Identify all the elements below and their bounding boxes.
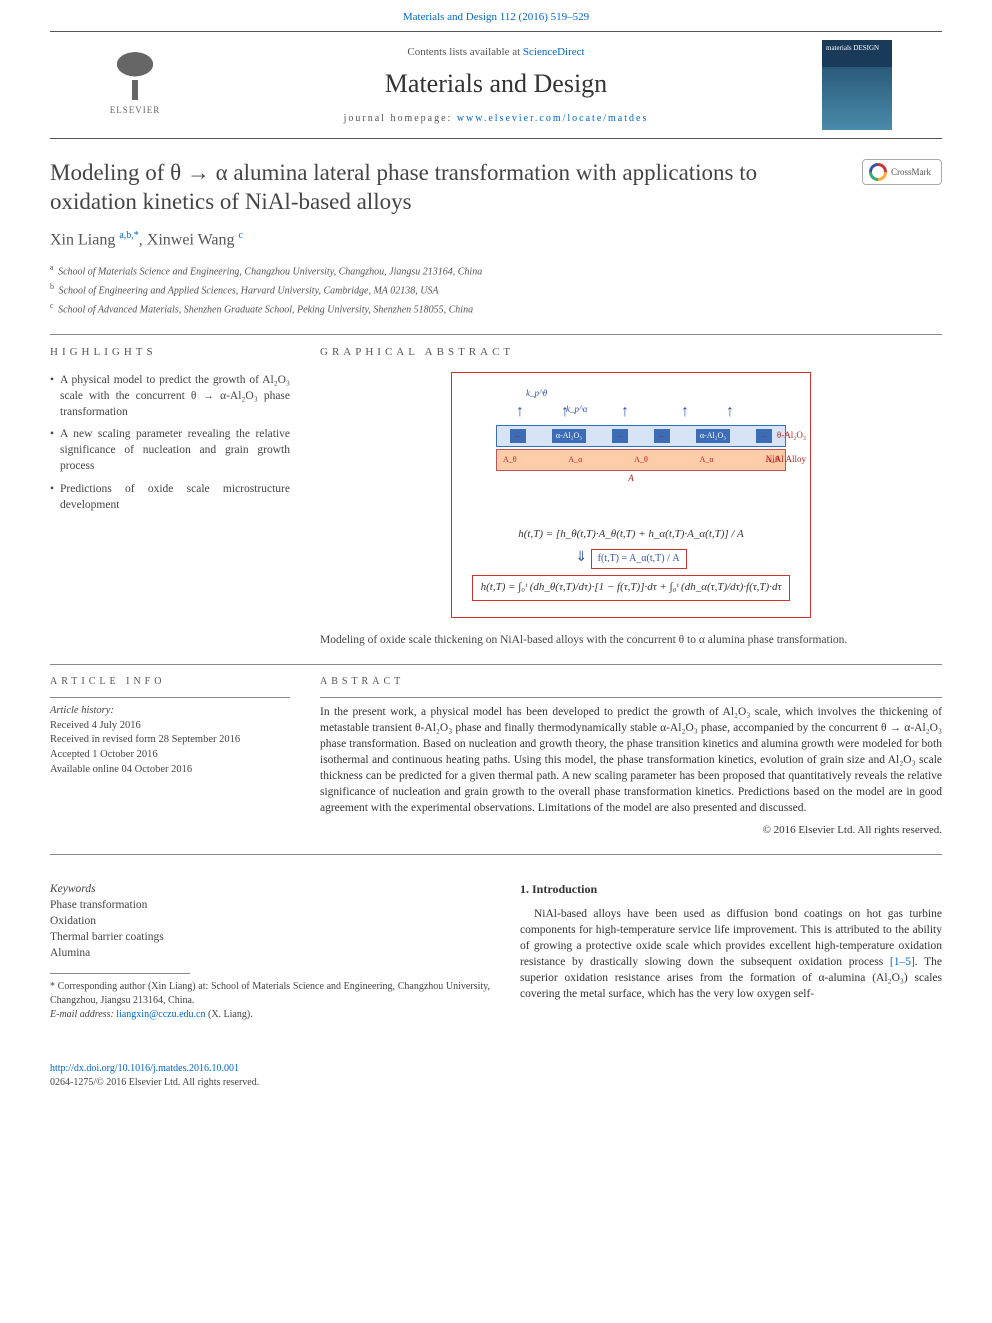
email-footnote: E-mail address: liangxin@cczu.edu.cn (X.… [50,1008,490,1022]
doi-link[interactable]: http://dx.doi.org/10.1016/j.matdes.2016.… [50,1063,239,1074]
divider [50,664,942,665]
email-label: E-mail address: [50,1009,116,1020]
keywords-label: Keywords [50,881,490,897]
article-history: Article history: Received 4 July 2016Rec… [50,704,290,777]
homepage-url[interactable]: www.elsevier.com/locate/matdes [457,113,649,124]
page-footer: http://dx.doi.org/10.1016/j.matdes.2016.… [0,1052,992,1110]
elsevier-text: ELSEVIER [110,104,161,117]
footnote-divider [50,973,190,974]
highlights-heading: HIGHLIGHTS [50,345,290,360]
header-center: Contents lists available at ScienceDirec… [170,45,822,127]
corresponding-footnote: * Corresponding author (Xin Liang) at: S… [50,980,490,1008]
keyword-item: Thermal barrier coatings [50,929,490,945]
arrow-down-icon: ⇓ f(t,T) = A_α(t,T) / A [466,548,796,569]
keyword-item: Phase transformation [50,897,490,913]
k-theta-label: k_p^θ [526,387,547,400]
history-line: Accepted 1 October 2016 [50,748,290,763]
issn-copyright: 0264-1275/© 2016 Elsevier Ltd. All right… [50,1077,259,1088]
highlight-item: A physical model to predict the growth o… [50,372,290,420]
A-alpha-label: A_α [568,454,582,465]
overall-A-label: A [628,472,634,485]
abstract-heading: ABSTRACT [320,675,942,689]
divider [50,334,942,335]
formula-f: f(t,T) = A_α(t,T) / A [591,549,687,569]
affiliation: b School of Engineering and Applied Scie… [50,281,942,298]
contents-line: Contents lists available at ScienceDirec… [170,45,822,60]
nial-side-label: NiAl Alloy [766,453,806,466]
reference-link[interactable]: [1–5] [890,956,915,968]
history-line: Received 4 July 2016 [50,719,290,734]
affiliation: a School of Materials Science and Engine… [50,262,942,279]
introduction-text: NiAl-based alloys have been used as diff… [520,906,942,1003]
sciencedirect-link[interactable]: ScienceDirect [523,46,585,58]
divider [50,697,290,698]
graphical-abstract-box: k_p^θ k_p^α ↑ ↑ ↑ ↑ ↑ ← α-Al₂O₃ → ← α-Al… [451,372,811,618]
arrow-up-icon: ↑ [621,401,629,423]
email-suffix: (X. Liang). [205,1009,252,1020]
formula-h-integral: h(t,T) = ∫₀ᵗ (dh_θ(τ,T)/dτ)·[1 − f(τ,T)]… [466,575,796,600]
journal-title: Materials and Design [170,66,822,102]
homepage-line: journal homepage: www.elsevier.com/locat… [170,112,822,126]
article-title: Modeling of θ → α alumina lateral phase … [50,159,862,217]
divider [50,854,942,855]
crossmark-badge[interactable]: CrossMark [862,159,942,185]
theta-band: ← α-Al₂O₃ → ← α-Al₂O₃ → [496,425,786,447]
arrow-left-icon: ← [654,429,670,442]
highlight-item: Predictions of oxide scale microstructur… [50,481,290,513]
highlight-item: A new scaling parameter revealing the re… [50,426,290,474]
email-link[interactable]: liangxin@cczu.edu.cn [116,1009,205,1020]
authors: Xin Liang a,b,*, Xinwei Wang c [50,229,942,252]
history-line: Available online 04 October 2016 [50,763,290,778]
formula-h-avg: h(t,T) = [h_θ(t,T)·A_θ(t,T) + h_α(t,T)·A… [466,527,796,542]
contents-prefix: Contents lists available at [407,46,522,58]
nial-band: A_θ A_α A_θ A_α A_θ [496,449,786,471]
A-theta-label: A_θ [634,454,648,465]
arrow-up-icon: ↑ [561,401,569,423]
abstract-copyright: © 2016 Elsevier Ltd. All rights reserved… [320,823,942,838]
keyword-item: Oxidation [50,913,490,929]
A-theta-label: A_θ [503,454,517,465]
journal-header: ELSEVIER Contents lists available at Sci… [50,31,942,139]
crossmark-icon [869,163,887,181]
theta-side-label: θ-Al₂O₃ [777,429,806,442]
introduction-heading: 1. Introduction [520,881,942,898]
article-info-heading: ARTICLE INFO [50,675,290,689]
arrow-up-icon: ↑ [681,401,689,423]
arrow-up-icon: ↑ [516,401,524,423]
arrow-left-icon: ← [510,429,526,442]
alpha-chip: α-Al₂O₃ [552,429,586,442]
affiliation: c School of Advanced Materials, Shenzhen… [50,300,942,317]
crossmark-label: CrossMark [891,166,931,179]
keyword-item: Alumina [50,945,490,961]
elsevier-logo: ELSEVIER [100,45,170,125]
divider [320,697,942,698]
journal-citation-link[interactable]: Materials and Design 112 (2016) 519–529 [403,11,589,23]
arrow-right-icon: → [756,429,772,442]
alpha-chip: α-Al₂O₃ [696,429,730,442]
highlights-list: A physical model to predict the growth o… [50,372,290,513]
journal-cover-thumbnail: materials DESIGN [822,40,892,130]
journal-citation: Materials and Design 112 (2016) 519–529 [0,0,992,31]
arrow-right-icon: → [612,429,628,442]
homepage-prefix: journal homepage: [344,113,457,124]
k-alpha-label: k_p^α [566,403,588,416]
graphical-abstract-caption: Modeling of oxide scale thickening on Ni… [320,632,942,648]
history-line: Received in revised form 28 September 20… [50,733,290,748]
A-alpha-label: A_α [700,454,714,465]
abstract-text: In the present work, a physical model ha… [320,704,942,817]
journal-cover-text: materials DESIGN [826,44,879,54]
arrow-up-icon: ↑ [726,401,734,423]
elsevier-tree-icon [105,45,165,100]
oxide-scale-schematic: k_p^θ k_p^α ↑ ↑ ↑ ↑ ↑ ← α-Al₂O₃ → ← α-Al… [466,381,796,521]
history-label: Article history: [50,704,290,719]
graphical-abstract-heading: GRAPHICAL ABSTRACT [320,345,942,360]
keywords-block: Keywords Phase transformationOxidationTh… [50,881,490,961]
